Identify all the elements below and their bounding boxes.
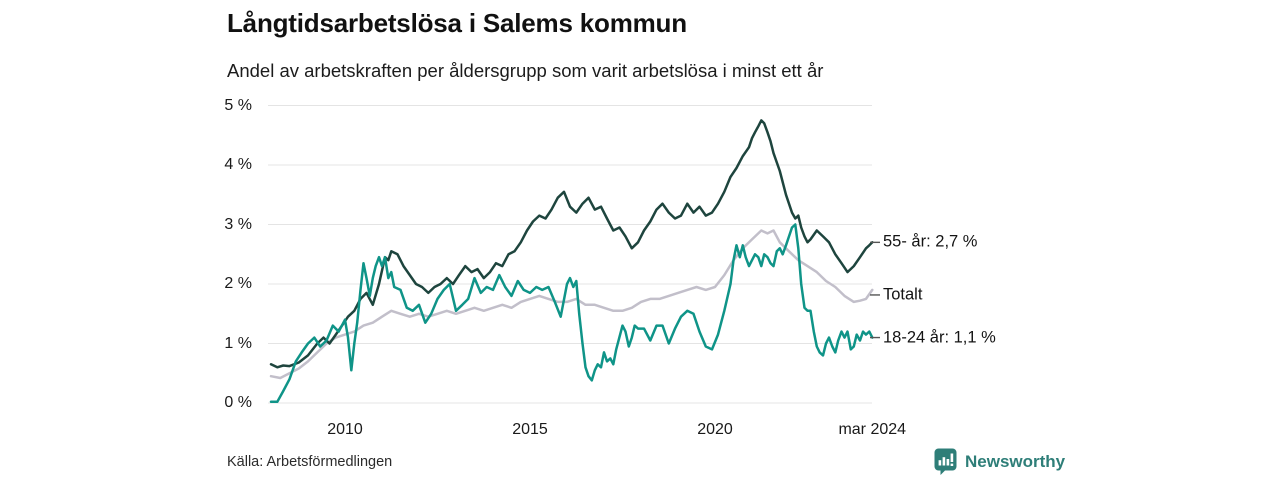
y-tick-label: 0 %: [224, 394, 252, 411]
y-tick-label: 5 %: [224, 96, 252, 114]
x-tick-label: 2015: [512, 421, 548, 438]
legend-label-Totalt: Totalt: [883, 285, 923, 304]
x-tick-label: mar 2024: [838, 421, 907, 438]
source-note: Källa: Arbetsförmedlingen: [227, 454, 393, 470]
x-tick-label: 2020: [697, 421, 733, 438]
y-tick-label: 1 %: [224, 334, 252, 352]
brand-logo: Newsworthy: [934, 448, 1065, 475]
chart-subtitle: Andel av arbetskraften per åldersgrupp s…: [227, 60, 824, 81]
legend-label-18-24år: 18-24 år: 1,1 %: [883, 328, 996, 347]
legend-label-55-år: 55- år: 2,7 %: [883, 232, 978, 251]
y-tick-label: 3 %: [224, 215, 252, 233]
y-tick-label: 2 %: [224, 275, 252, 292]
series-line-18-24år: [269, 223, 874, 404]
brand-wordmark: Newsworthy: [965, 451, 1066, 471]
page-title: Långtidsarbetslösa i Salems kommun: [227, 8, 687, 38]
newsworthy-chart-bubble-icon: [934, 448, 957, 475]
series-line-Totalt: [269, 229, 874, 380]
y-tick-label: 4 %: [224, 156, 252, 173]
x-tick-label: 2010: [327, 421, 363, 438]
series-line-55-år: [269, 119, 874, 369]
